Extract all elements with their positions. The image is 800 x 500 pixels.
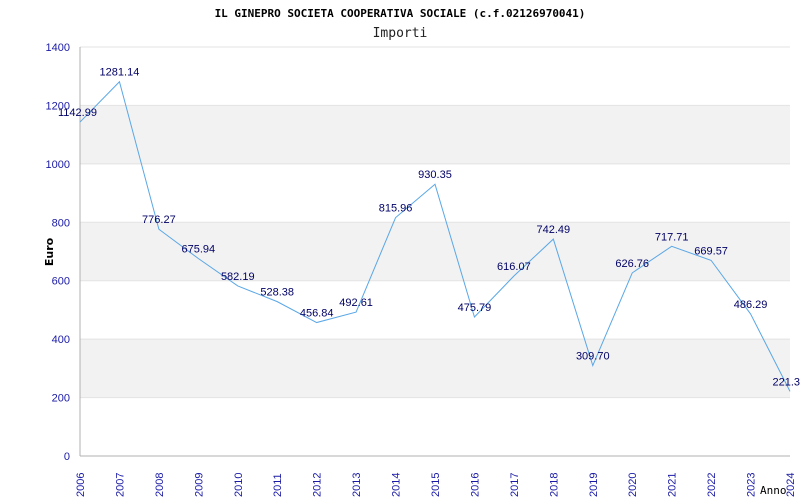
data-label: 742.49 — [537, 224, 571, 236]
y-axis-ticks: 0 200 400 600 800 1000 1200 1400 — [46, 42, 70, 463]
x-tick-label: 2018 — [548, 473, 560, 497]
data-label: 616.07 — [497, 261, 531, 273]
data-label: 221.3 — [772, 376, 800, 388]
y-tick-label: 800 — [52, 217, 70, 229]
x-tick-label: 2012 — [312, 473, 324, 497]
data-label: 309.70 — [576, 351, 610, 363]
x-tick-label: 2023 — [746, 473, 758, 497]
x-tick-label: 2024 — [785, 473, 797, 497]
x-tick-label: 2020 — [627, 473, 639, 497]
y-tick-label: 1200 — [46, 100, 70, 112]
data-label: 815.96 — [379, 203, 413, 215]
x-tick-label: 2006 — [75, 473, 87, 497]
data-label: 486.29 — [734, 299, 768, 311]
data-label: 717.71 — [655, 231, 689, 243]
data-label: 776.27 — [142, 214, 176, 226]
series-line — [79, 80, 791, 392]
y-tick-label: 600 — [52, 276, 70, 288]
x-tick-label: 2021 — [667, 473, 679, 497]
data-label: 456.84 — [300, 308, 334, 320]
data-label: 930.35 — [418, 169, 452, 181]
x-tick-label: 2011 — [272, 473, 284, 497]
x-tick-label: 2007 — [114, 473, 126, 497]
x-tick-label: 2008 — [154, 473, 166, 497]
chart-title: IL GINEPRO SOCIETA COOPERATIVA SOCIALE (… — [215, 7, 586, 20]
x-tick-label: 2015 — [430, 473, 442, 497]
x-tick-label: 2022 — [706, 473, 718, 497]
y-tick-label: 1000 — [46, 159, 70, 171]
grid-band — [80, 105, 790, 164]
data-label: 528.38 — [260, 287, 294, 299]
x-tick-label: 2010 — [233, 473, 245, 497]
x-tick-label: 2009 — [193, 473, 205, 497]
grid-band — [80, 222, 790, 281]
data-label: 492.61 — [339, 297, 373, 309]
y-tick-label: 400 — [52, 334, 70, 346]
grid-band — [80, 339, 790, 398]
data-label: 475.79 — [458, 302, 492, 314]
x-tick-label: 2014 — [391, 473, 403, 497]
data-label: 669.57 — [694, 245, 728, 257]
grid-bands — [80, 105, 790, 398]
y-tick-label: 0 — [64, 451, 70, 463]
data-label: 626.76 — [615, 258, 649, 270]
x-tick-label: 2019 — [588, 473, 600, 497]
x-tick-label: 2013 — [351, 473, 363, 497]
y-axis-label: Euro — [43, 237, 56, 266]
data-label: 1281.14 — [100, 67, 140, 79]
x-axis-label: Anno — [760, 484, 787, 497]
data-labels: 1142.99 1281.14 776.27 675.94 582.19 528.38 45… — [58, 67, 800, 389]
y-tick-label: 200 — [52, 393, 70, 405]
data-label: 1142.99 — [58, 107, 97, 119]
y-tick-label: 1400 — [46, 42, 70, 54]
chart-subtitle: Importi — [373, 26, 428, 41]
data-label: 675.94 — [182, 244, 216, 256]
data-label: 582.19 — [221, 271, 255, 283]
x-tick-label: 2017 — [509, 473, 521, 497]
x-axis-ticks: 2006 2007 2008 2009 2010 2011 2012 2013 2014 2015… — [75, 473, 797, 497]
x-tick-label: 2016 — [469, 473, 481, 497]
